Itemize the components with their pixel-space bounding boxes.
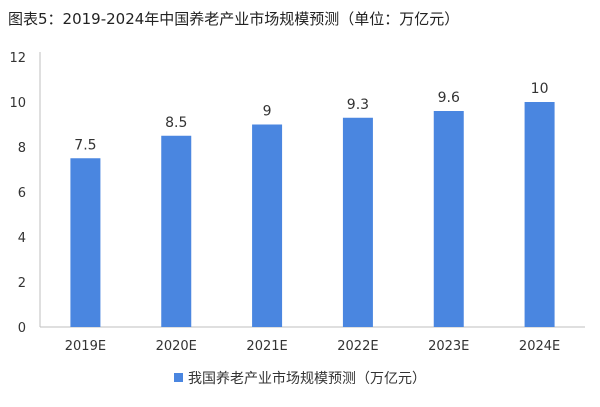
data-labels: 7.5 8.5 9 9.3 9.6 10: [74, 81, 548, 153]
y-tick-label: 8: [18, 141, 26, 156]
data-label: 9.6: [438, 90, 460, 106]
x-tick-label: 2024E: [519, 339, 560, 354]
data-label: 9.3: [347, 97, 369, 113]
data-label: 7.5: [74, 137, 96, 153]
x-axis-ticks: 2019E 2020E 2021E 2022E 2023E 2024E: [65, 339, 560, 354]
legend: 我国养老产业市场规模预测（万亿元）: [0, 368, 600, 388]
y-tick-label: 2: [18, 276, 26, 291]
x-tick-label: 2023E: [428, 339, 469, 354]
legend-label: 我国养老产业市场规模预测（万亿元）: [188, 371, 426, 387]
x-tick-label: 2020E: [156, 339, 197, 354]
data-label: 10: [531, 81, 549, 97]
data-label: 8.5: [165, 115, 187, 131]
bar-series: [70, 102, 555, 327]
bar: [342, 117, 373, 327]
x-tick-label: 2019E: [65, 339, 106, 354]
y-tick-label: 10: [9, 96, 26, 111]
y-axis-ticks: 0 2 4 6 8 10 12: [9, 51, 26, 336]
chart-axes: [39, 52, 585, 328]
data-label: 9: [263, 104, 272, 120]
y-tick-label: 4: [18, 231, 26, 246]
bar: [433, 111, 464, 327]
chart-title: 图表5：2019-2024年中国养老产业市场规模预测（单位：万亿元）: [8, 10, 460, 28]
bar: [524, 102, 555, 327]
bar: [252, 124, 283, 327]
y-tick-label: 0: [18, 321, 26, 336]
x-tick-label: 2022E: [337, 339, 378, 354]
y-tick-label: 12: [9, 51, 26, 66]
bar: [161, 135, 192, 327]
y-tick-label: 6: [18, 186, 26, 201]
bar: [70, 158, 101, 327]
x-tick-label: 2021E: [246, 339, 287, 354]
legend-swatch: [174, 373, 183, 382]
